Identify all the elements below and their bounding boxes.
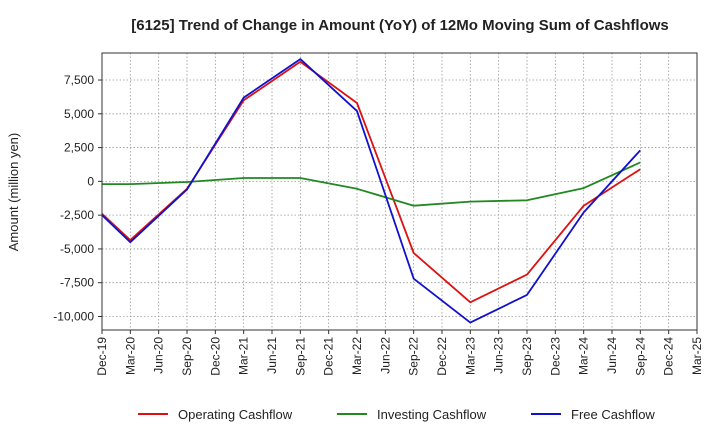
y-tick-label: 7,500 <box>64 73 94 87</box>
x-tick-label: Jun-22 <box>378 337 392 374</box>
x-tick-label: Sep-20 <box>180 337 194 376</box>
x-tick-label: Sep-24 <box>633 337 647 376</box>
x-tick-label: Dec-22 <box>435 337 449 376</box>
x-tick-label: Sep-22 <box>407 337 421 376</box>
x-tick-label: Dec-20 <box>208 337 222 376</box>
y-tick-label: 5,000 <box>64 107 94 121</box>
x-tick-label: Dec-23 <box>548 337 562 376</box>
y-axis-ticks: 7,500 5,000 2,500 0 -2,500 -5,000 -7,500 -10,00… <box>53 73 102 323</box>
x-tick-label: Dec-21 <box>322 337 336 376</box>
x-tick-label: Dec-19 <box>95 337 109 376</box>
x-tick-label: Jun-23 <box>492 337 506 374</box>
plot-area <box>101 52 698 331</box>
grid <box>102 53 697 330</box>
y-tick-label: 2,500 <box>64 141 94 155</box>
legend-operating-cashflow-label: Operating Cashflow <box>178 407 293 422</box>
y-tick-label: -2,500 <box>60 208 94 222</box>
y-tick-label: -5,000 <box>60 242 94 256</box>
x-tick-label: Jun-24 <box>605 337 619 374</box>
y-tick-label: -7,500 <box>60 276 94 290</box>
x-tick-label: Jun-21 <box>265 337 279 374</box>
x-tick-label: Mar-24 <box>577 337 591 375</box>
x-tick-label: Sep-21 <box>293 337 307 376</box>
x-tick-label: Mar-22 <box>350 337 364 375</box>
x-tick-label: Mar-20 <box>123 337 137 375</box>
y-tick-label: -10,000 <box>53 309 94 323</box>
x-axis-ticks: Dec-19 Mar-20 Jun-20 Sep-20 Dec-20 Mar-21 Jun-… <box>95 330 704 376</box>
y-tick-label: 0 <box>87 174 94 188</box>
legend-free-cashflow-label: Free Cashflow <box>571 407 655 422</box>
series-lines <box>101 58 641 324</box>
legend: Operating Cashflow Investing Cashflow Free… <box>138 407 655 422</box>
x-tick-label: Dec-24 <box>662 337 676 376</box>
x-tick-label: Mar-25 <box>690 337 704 375</box>
legend-investing-cashflow-label: Investing Cashflow <box>377 407 487 422</box>
chart-title: [6125] Trend of Change in Amount (YoY) o… <box>131 17 669 34</box>
free-cashflow-line <box>101 58 641 324</box>
x-tick-label: Jun-20 <box>152 337 166 374</box>
x-tick-label: Mar-23 <box>463 337 477 375</box>
investing-cashflow-line <box>102 161 641 207</box>
x-tick-label: Mar-21 <box>237 337 251 375</box>
x-tick-label: Sep-23 <box>520 337 534 376</box>
y-axis-label: Amount (million yen) <box>6 133 21 252</box>
